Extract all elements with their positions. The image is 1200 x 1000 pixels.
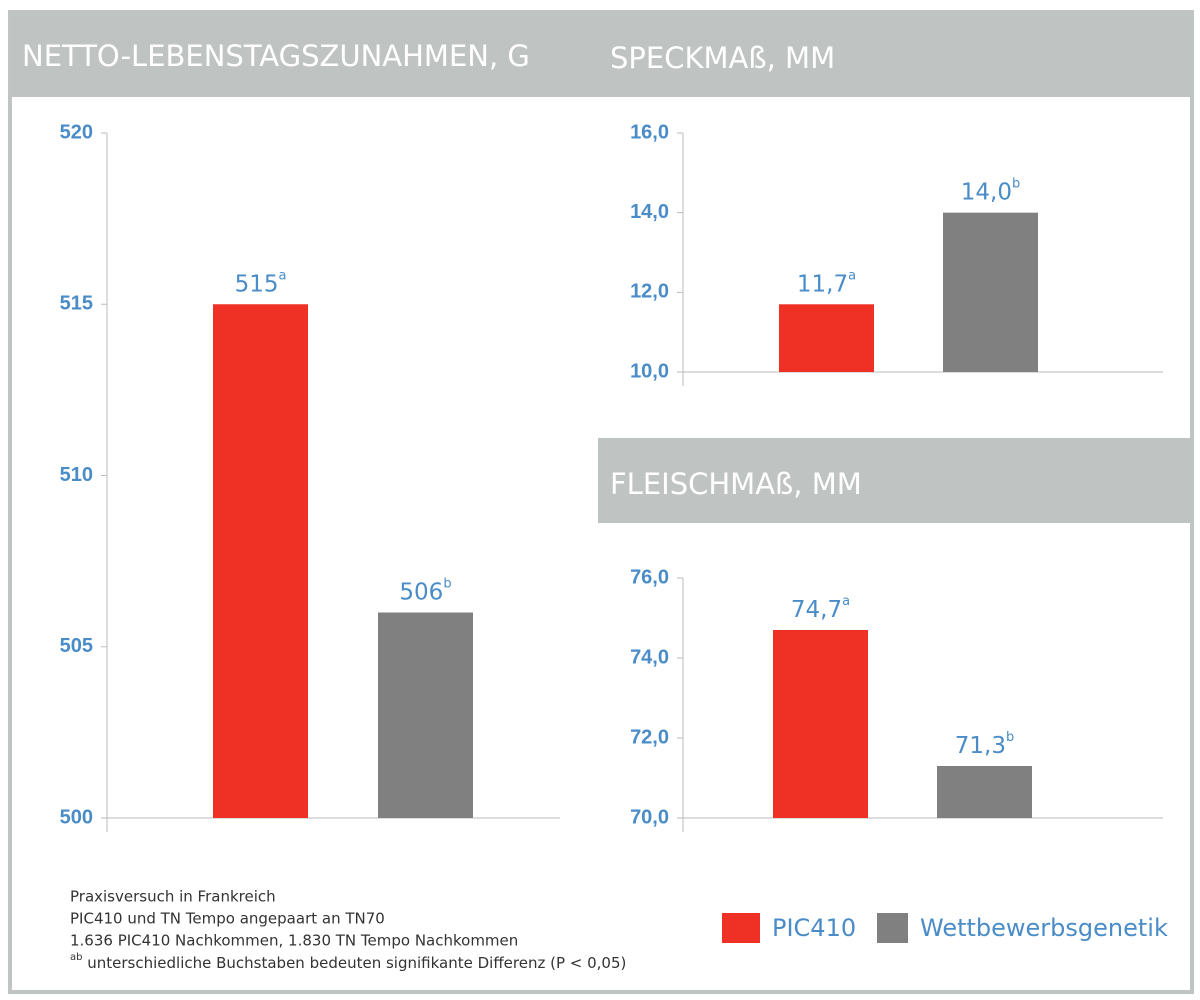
footnote-text: unterschiedliche Buchstaben bedeuten sig…	[82, 954, 626, 972]
bar	[779, 304, 874, 372]
header-bar	[10, 12, 1192, 97]
bar	[213, 304, 308, 818]
value-label-text: 515	[235, 271, 279, 297]
chart-title: FLEISCHMAß, MM	[610, 467, 862, 501]
legend-swatch	[877, 913, 908, 943]
chart-title: NETTO-LEBENSTAGSZUNAHMEN, G	[22, 39, 530, 73]
footnote-superscript: ab	[70, 952, 82, 963]
bar	[937, 766, 1032, 818]
value-label: 11,7a	[797, 268, 856, 297]
footnote: ab unterschiedliche Buchstaben bedeuten …	[70, 952, 626, 972]
y-tick-label: 16,0	[630, 121, 669, 143]
bar	[773, 630, 868, 818]
value-label-superscript: b	[443, 576, 451, 591]
y-tick-label: 14,0	[630, 201, 669, 223]
footnote: PIC410 und TN Tempo angepaart an TN70	[70, 910, 385, 928]
value-label: 71,3b	[955, 730, 1014, 759]
legend-label: Wettbewerbsgenetik	[920, 914, 1168, 942]
value-label-superscript: a	[278, 268, 286, 283]
chart-title: SPECKMAß, MM	[610, 41, 835, 75]
value-label-superscript: a	[842, 594, 850, 609]
value-label: 515a	[235, 268, 287, 297]
value-label: 14,0b	[961, 176, 1020, 205]
y-tick-label: 74,0	[630, 646, 669, 668]
legend-label: PIC410	[772, 914, 856, 942]
value-label: 506b	[399, 576, 451, 605]
y-tick-label: 12,0	[630, 281, 669, 303]
footnote: 1.636 PIC410 Nachkommen, 1.830 TN Tempo …	[70, 932, 518, 950]
value-label-superscript: b	[1006, 730, 1014, 745]
value-label-text: 14,0	[961, 179, 1012, 205]
y-tick-label: 515	[60, 293, 93, 315]
value-label: 74,7a	[791, 594, 850, 623]
value-label-superscript: a	[848, 268, 856, 283]
y-tick-label: 520	[60, 121, 93, 143]
footnote: Praxisversuch in Frankreich	[70, 888, 276, 906]
y-tick-label: 505	[60, 635, 93, 657]
y-tick-label: 72,0	[630, 726, 669, 748]
bar	[378, 612, 473, 818]
value-label-text: 71,3	[955, 733, 1006, 759]
header-bar	[598, 438, 1192, 523]
legend-swatch	[722, 913, 760, 943]
y-tick-label: 70,0	[630, 806, 669, 828]
value-label-superscript: b	[1012, 176, 1020, 191]
y-tick-label: 510	[60, 464, 93, 486]
y-tick-label: 500	[60, 806, 93, 828]
bar	[943, 212, 1038, 372]
value-label-text: 74,7	[791, 597, 842, 623]
y-tick-label: 76,0	[630, 566, 669, 588]
y-tick-label: 10,0	[630, 360, 669, 382]
value-label-text: 506	[399, 579, 443, 605]
value-label-text: 11,7	[797, 271, 848, 297]
